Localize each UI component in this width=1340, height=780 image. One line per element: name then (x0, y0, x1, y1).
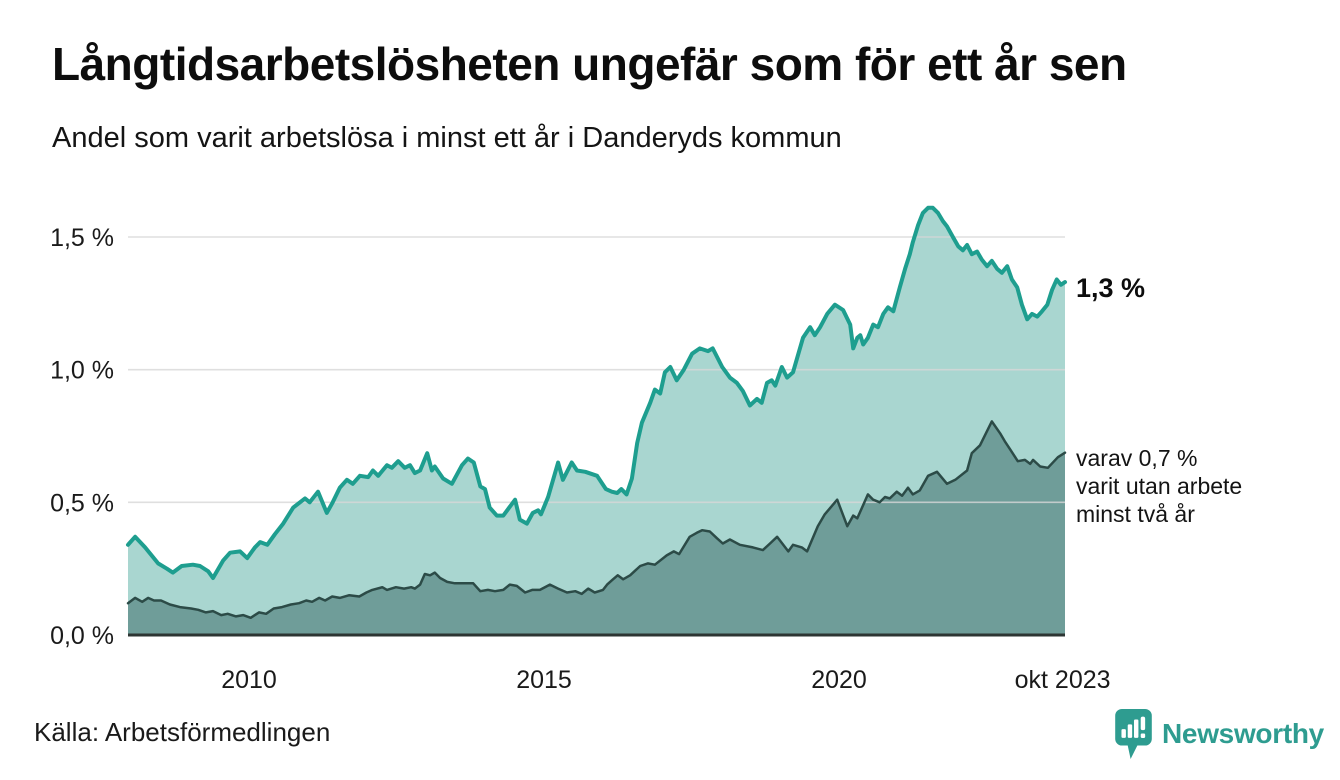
line-series-1 (126, 205, 1067, 580)
y-tick-label: 0,5 % (50, 489, 114, 517)
x-tick-label: 2010 (221, 666, 277, 694)
chart-lines (126, 205, 1067, 620)
secondary-series-annotation: varav 0,7 % varit utan arbete minst två … (1076, 444, 1242, 528)
latest-value-annotation: 1,3 % (1076, 273, 1146, 303)
line-series-2 (126, 420, 1067, 620)
secondary-annotation-line2: varit utan arbete (1076, 473, 1243, 499)
x-tick-label: 2020 (811, 666, 867, 694)
x-axis-tick-labels: 2010 2015 2020 okt 2023 (221, 666, 1110, 694)
source-attribution: Källa: Arbetsförmedlingen (34, 717, 331, 747)
y-tick-label: 0,0 % (50, 622, 114, 650)
area-fill-series-2 (128, 421, 1065, 635)
secondary-annotation-line3: minst två år (1076, 501, 1195, 527)
secondary-annotation-line1: varav 0,7 % (1076, 445, 1198, 471)
chart-title: Långtidsarbetslösheten ungefär som för e… (52, 38, 1127, 90)
chart-gridlines (128, 236, 1065, 504)
newsworthy-wordmark: Newsworthy (1162, 718, 1324, 749)
chart-subtitle: Andel som varit arbetslösa i minst ett å… (52, 122, 842, 154)
chart-areas (128, 207, 1065, 636)
y-tick-label: 1,0 % (50, 357, 114, 385)
x-tick-label: okt 2023 (1015, 666, 1111, 694)
newsworthy-bubble-chart-icon (1115, 708, 1152, 760)
y-axis-tick-labels: 0,0 % 0,5 % 1,0 % 1,5 % (50, 224, 114, 650)
newsworthy-logo: Newsworthy (1114, 708, 1324, 760)
x-tick-label: 2015 (516, 666, 572, 694)
y-tick-label: 1,5 % (50, 224, 114, 252)
